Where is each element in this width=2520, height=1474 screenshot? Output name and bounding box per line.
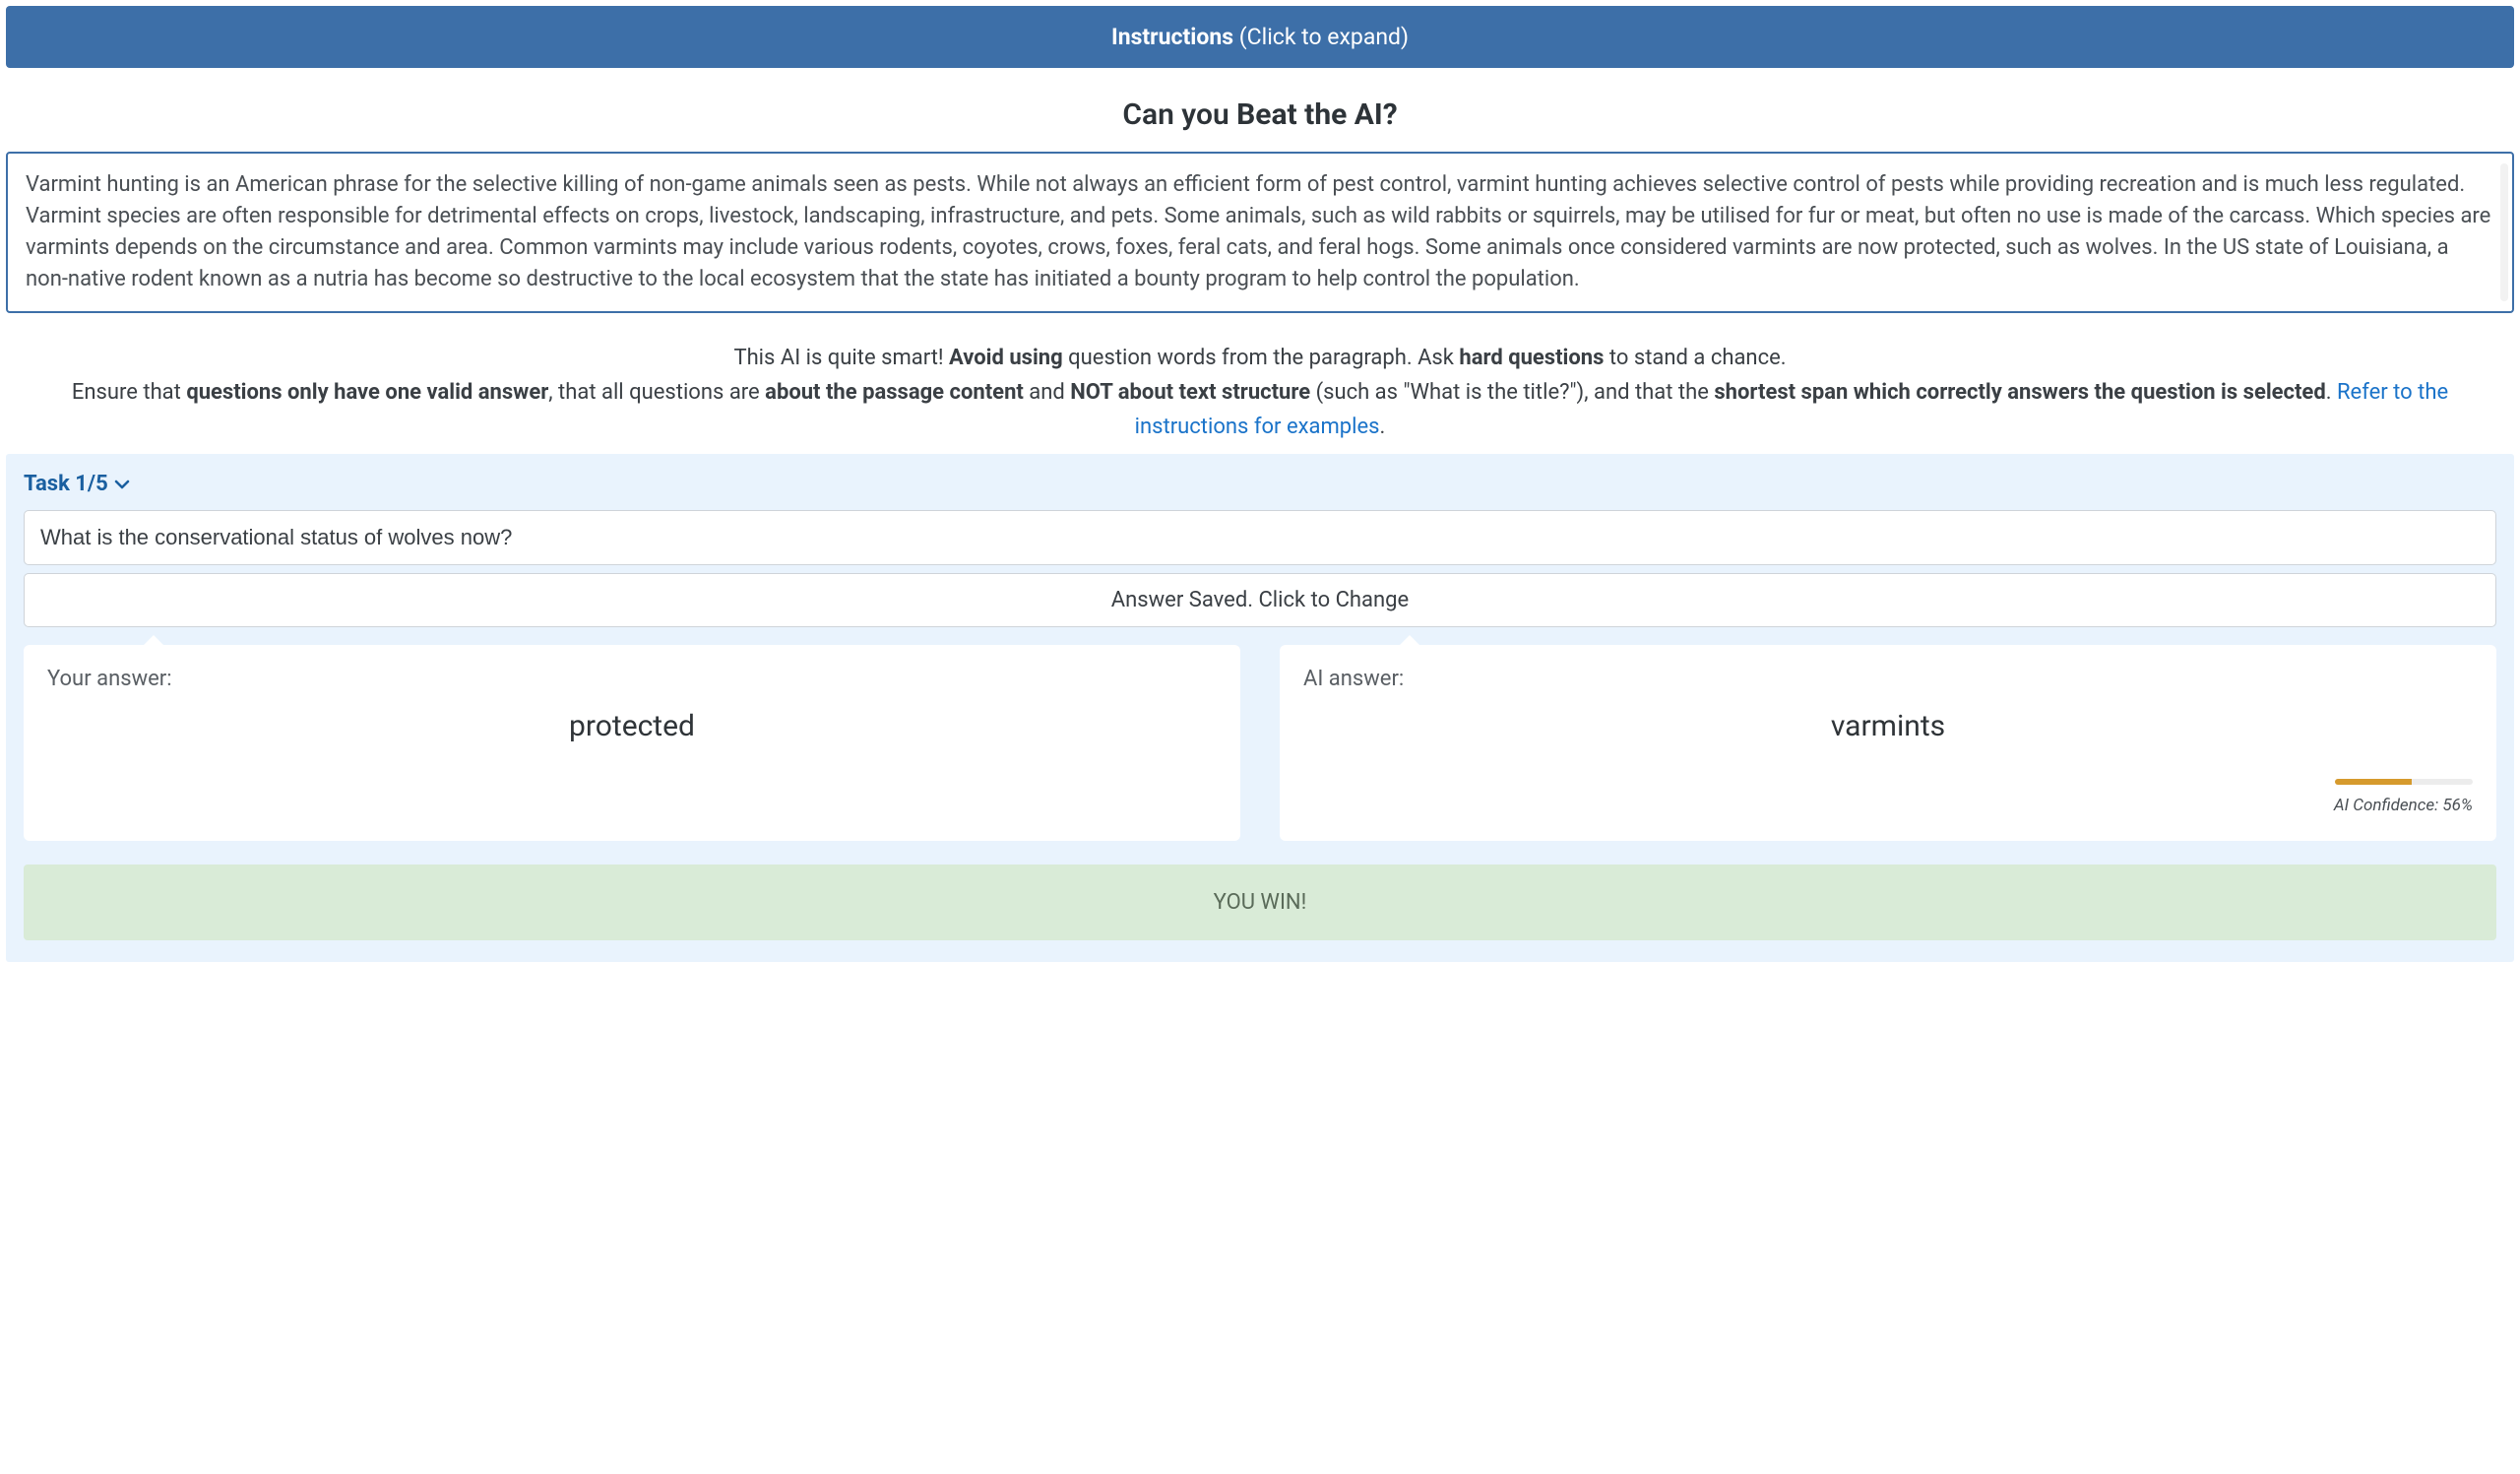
task-panel: Task 1/5 Answer Saved. Click to Change Y… [6,454,2514,962]
tips-1e: to stand a chance. [1604,346,1786,370]
heading-prefix: Can you [1122,97,1236,132]
task-header-label: Task 1/5 [24,472,108,496]
confidence-fill [2335,779,2412,785]
tips-2end: . [1380,415,1386,439]
tips-1c: question words from the paragraph. Ask [1063,346,1460,370]
tips-2a: Ensure that [72,380,186,405]
tips-1b: Avoid using [949,346,1063,370]
answer-saved-button[interactable]: Answer Saved. Click to Change [24,573,2496,627]
tips-2h: shortest span which correctly answers th… [1714,380,2325,405]
tips-2e: and [1024,380,1070,405]
tips-2f: NOT about text structure [1070,380,1310,405]
ai-confidence: AI Confidence: 56% [1303,771,2473,815]
answers-row: Your answer: protected AI answer: varmin… [24,645,2496,841]
tips-line1: This AI is quite smart! Avoid using ques… [20,341,2500,375]
ai-answer-label: AI answer: [1303,667,2473,691]
confidence-text: AI Confidence: 56% [1303,796,2473,815]
your-answer-label: Your answer: [47,667,1217,691]
tips-2i: . [2326,380,2337,405]
your-answer-value: protected [47,709,1217,743]
tips-2d: about the passage content [765,380,1024,405]
instructions-label-rest: (Click to expand) [1233,24,1409,50]
passage-text: Varmint hunting is an American phrase fo… [26,172,2490,291]
task-header-toggle[interactable]: Task 1/5 [24,472,2496,496]
heading-bold: Beat the AI? [1236,97,1397,132]
page-root: Instructions (Click to expand) Can you B… [0,6,2520,962]
tips-1a: This AI is quite smart! [733,346,949,370]
ai-answer-card: AI answer: varmints AI Confidence: 56% [1280,645,2496,841]
question-input[interactable] [24,510,2496,565]
result-banner: YOU WIN! [24,865,2496,940]
your-answer-card: Your answer: protected [24,645,1240,841]
tips-2b: questions only have one valid answer [186,380,548,405]
tips-block: This AI is quite smart! Avoid using ques… [20,341,2500,445]
tips-line2: Ensure that questions only have one vali… [20,375,2500,444]
passage-box: Varmint hunting is an American phrase fo… [6,152,2514,313]
tips-2g: (such as "What is the title?"), and that… [1310,380,1714,405]
tips-2c: , that all questions are [548,380,765,405]
confidence-bar [2335,779,2473,785]
tips-1d: hard questions [1459,346,1604,370]
chevron-down-icon [114,477,130,492]
instructions-label-bold: Instructions [1111,24,1233,50]
ai-answer-value: varmints [1303,709,2473,743]
instructions-expand-bar[interactable]: Instructions (Click to expand) [6,6,2514,68]
page-title: Can you Beat the AI? [0,97,2520,132]
